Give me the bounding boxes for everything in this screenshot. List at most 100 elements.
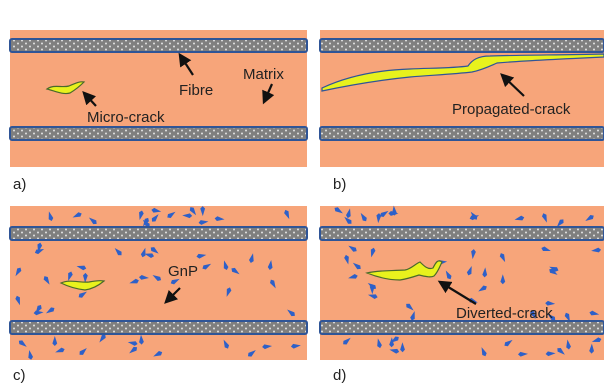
gnp-platelet — [545, 351, 556, 357]
gnp-platelet — [478, 285, 487, 292]
gnp-platelet — [344, 254, 349, 265]
gnp-platelet — [466, 266, 472, 276]
gnp-platelet — [500, 274, 506, 285]
gnp-platelet — [202, 263, 212, 270]
gnp-platelet — [287, 309, 295, 317]
gnp-platelet — [591, 337, 602, 342]
gnp-platelet — [589, 310, 600, 316]
fibre-top — [9, 226, 308, 241]
gnp-platelet — [406, 303, 414, 311]
gnp-platelet — [200, 206, 206, 217]
propagated-crack-shape — [321, 53, 604, 92]
gnp-platelet — [410, 311, 415, 321]
gnp-platelet — [518, 351, 528, 357]
gnp-platelet — [343, 337, 351, 345]
gnp-platelet — [45, 307, 55, 314]
gnp-platelet — [78, 291, 87, 298]
gnp-platelet — [43, 276, 50, 285]
gnp-platelet — [248, 253, 254, 263]
gnp-platelet — [18, 340, 27, 347]
panel-a: Fibre Matrix Micro-crack a) — [9, 30, 308, 193]
gnp-platelet — [290, 343, 301, 349]
diverted-crack-shape — [365, 260, 443, 281]
gnp-platelet — [390, 336, 399, 343]
gnp-platelet — [556, 219, 564, 227]
gnp-platelet — [15, 267, 22, 277]
gnp-platelet — [139, 274, 149, 280]
gnp-platelet — [48, 211, 54, 222]
gnp-platelet — [369, 284, 375, 295]
gnp-platelet — [380, 210, 389, 217]
micro-crack-shape — [45, 81, 86, 95]
gnp-platelet — [214, 216, 225, 222]
gnp-platelet — [545, 300, 556, 306]
gnp-platelet — [34, 248, 45, 255]
gnp-platelet — [88, 217, 97, 225]
gnp-label: GnP — [168, 263, 198, 280]
gnp-platelet — [142, 219, 150, 228]
micro-crack-shape — [59, 279, 106, 291]
diverted-crack-arrow — [437, 280, 477, 305]
fibre-arrow — [178, 52, 194, 76]
panel-a-label: a) — [13, 176, 26, 193]
panel-d-label: d) — [333, 367, 346, 384]
gnp-platelet — [55, 347, 65, 353]
gnp-platelet — [223, 339, 230, 349]
gnp-platelet — [392, 205, 397, 216]
gnp-platelet — [129, 346, 138, 354]
gnp-platelet — [247, 350, 256, 357]
gnp-platelet — [348, 274, 358, 279]
gnp-platelet — [445, 270, 452, 280]
gnp-platelet — [82, 272, 88, 283]
gnp-platelet — [150, 247, 159, 254]
gnp-platelet — [269, 279, 276, 289]
gnp-platelet — [348, 245, 357, 252]
panel-b: Propagated-crack b) — [319, 30, 604, 193]
gnp-platelet — [549, 268, 558, 275]
gnp-platelet — [68, 271, 73, 281]
gnp-platelet — [153, 351, 163, 357]
gnp-platelet — [144, 253, 155, 258]
gnp-platelet — [167, 211, 176, 218]
gnp-platelet — [471, 249, 476, 260]
panel-d: Diverted-crack d) — [319, 205, 604, 384]
gnp-platelet — [367, 294, 378, 299]
gnp-platelet — [15, 295, 20, 306]
gnp-platelet — [370, 247, 376, 258]
gnp-platelet — [564, 312, 570, 322]
gnp-platelet — [151, 214, 159, 222]
gnp-platelet — [589, 343, 595, 354]
panel-c-label: c) — [13, 367, 26, 384]
gnp-platelet — [345, 208, 351, 219]
gnp-platelet — [389, 348, 400, 354]
fibre-top — [319, 38, 604, 53]
fibre-label: Fibre — [179, 82, 213, 99]
micro-crack-label: Micro-crack — [87, 109, 165, 126]
gnp-platelet — [566, 339, 571, 350]
gnp-platelet — [499, 253, 506, 263]
fibre-bottom — [319, 126, 604, 141]
gnp-platelet — [139, 210, 144, 221]
gnp-platelet — [376, 213, 382, 224]
gnp-platelet — [198, 220, 209, 225]
fibre-bottom — [9, 320, 308, 335]
gnp-platelet — [72, 212, 82, 218]
gnp-arrow — [164, 287, 181, 304]
gnp-platelet — [196, 253, 207, 259]
matrix-label: Matrix — [243, 66, 284, 83]
gnp-platelet — [267, 260, 273, 270]
diverted-crack-label: Diverted-crack — [456, 305, 553, 322]
propagated-crack-label: Propagated-crack — [452, 101, 571, 118]
propagated-crack-arrow — [500, 73, 525, 97]
gnp-platelet — [223, 260, 229, 271]
gnp-platelet — [33, 310, 44, 316]
gnp-platelet — [591, 247, 602, 253]
gnp-platelets — [334, 205, 602, 357]
gnp-platelet — [344, 216, 352, 224]
gnp-platelet — [127, 341, 138, 346]
gnp-platelet — [530, 310, 536, 320]
gnp-platelet — [140, 247, 146, 258]
panel-c: GnP c) — [9, 206, 308, 384]
fibre-bottom — [319, 320, 604, 335]
